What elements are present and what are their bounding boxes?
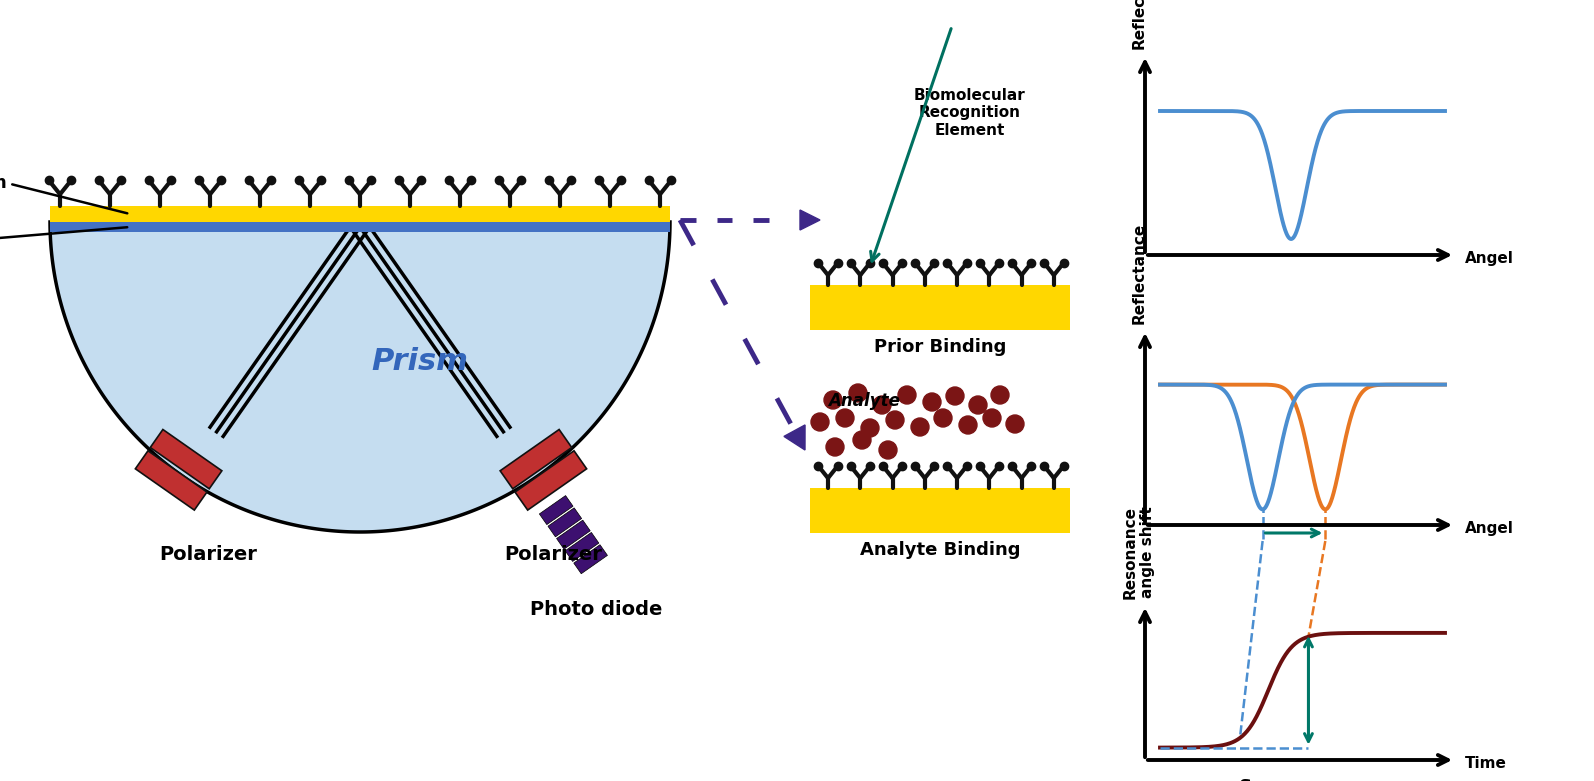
Bar [49,222,669,232]
Text: Biomolecular
Recognition
Element: Biomolecular Recognition Element [913,88,1027,137]
Bar [810,285,1070,330]
Bar [556,520,590,549]
Text: Au film: Au film [0,174,128,213]
Circle shape [991,386,1009,404]
Bar [49,206,669,222]
Circle shape [874,396,891,414]
Text: Angel: Angel [1465,522,1514,537]
Bar [501,430,572,489]
Bar [548,508,582,537]
Circle shape [824,391,842,409]
Circle shape [912,418,929,436]
Circle shape [886,411,904,429]
Circle shape [835,409,854,427]
Bar [150,430,222,489]
Text: Analyte: Analyte [827,392,901,410]
Circle shape [861,419,878,437]
Text: < Sensorgram >: < Sensorgram > [1218,778,1382,781]
Bar [135,451,207,510]
Circle shape [945,387,964,405]
Bar [574,544,607,574]
Text: Angel: Angel [1465,251,1514,266]
Circle shape [1006,415,1023,433]
Polygon shape [49,222,669,532]
Text: Reflectance: Reflectance [1132,223,1146,324]
Circle shape [983,409,1001,427]
Text: Time: Time [1465,757,1506,772]
Circle shape [923,393,940,411]
Text: glass: glass [0,227,128,248]
Circle shape [826,438,843,456]
Text: Prism: Prism [371,348,469,376]
Text: Polarizer: Polarizer [159,545,258,564]
Bar [539,496,572,525]
Circle shape [934,409,952,427]
Bar [515,451,587,510]
Circle shape [960,416,977,434]
Circle shape [811,413,829,431]
Text: Analyte Binding: Analyte Binding [859,541,1020,559]
Circle shape [878,441,897,459]
Text: Reflectance: Reflectance [1132,0,1146,49]
Bar [566,533,599,562]
Bar [810,488,1070,533]
Circle shape [969,396,987,414]
Text: Resonance
angle shift: Resonance angle shift [1122,506,1156,599]
Circle shape [897,386,917,404]
Circle shape [853,431,870,449]
Polygon shape [784,425,805,450]
Text: Polarizer: Polarizer [504,545,603,564]
Text: Prior Binding: Prior Binding [874,338,1006,356]
Text: Photo diode: Photo diode [531,600,663,619]
Polygon shape [800,210,819,230]
Circle shape [850,384,867,402]
